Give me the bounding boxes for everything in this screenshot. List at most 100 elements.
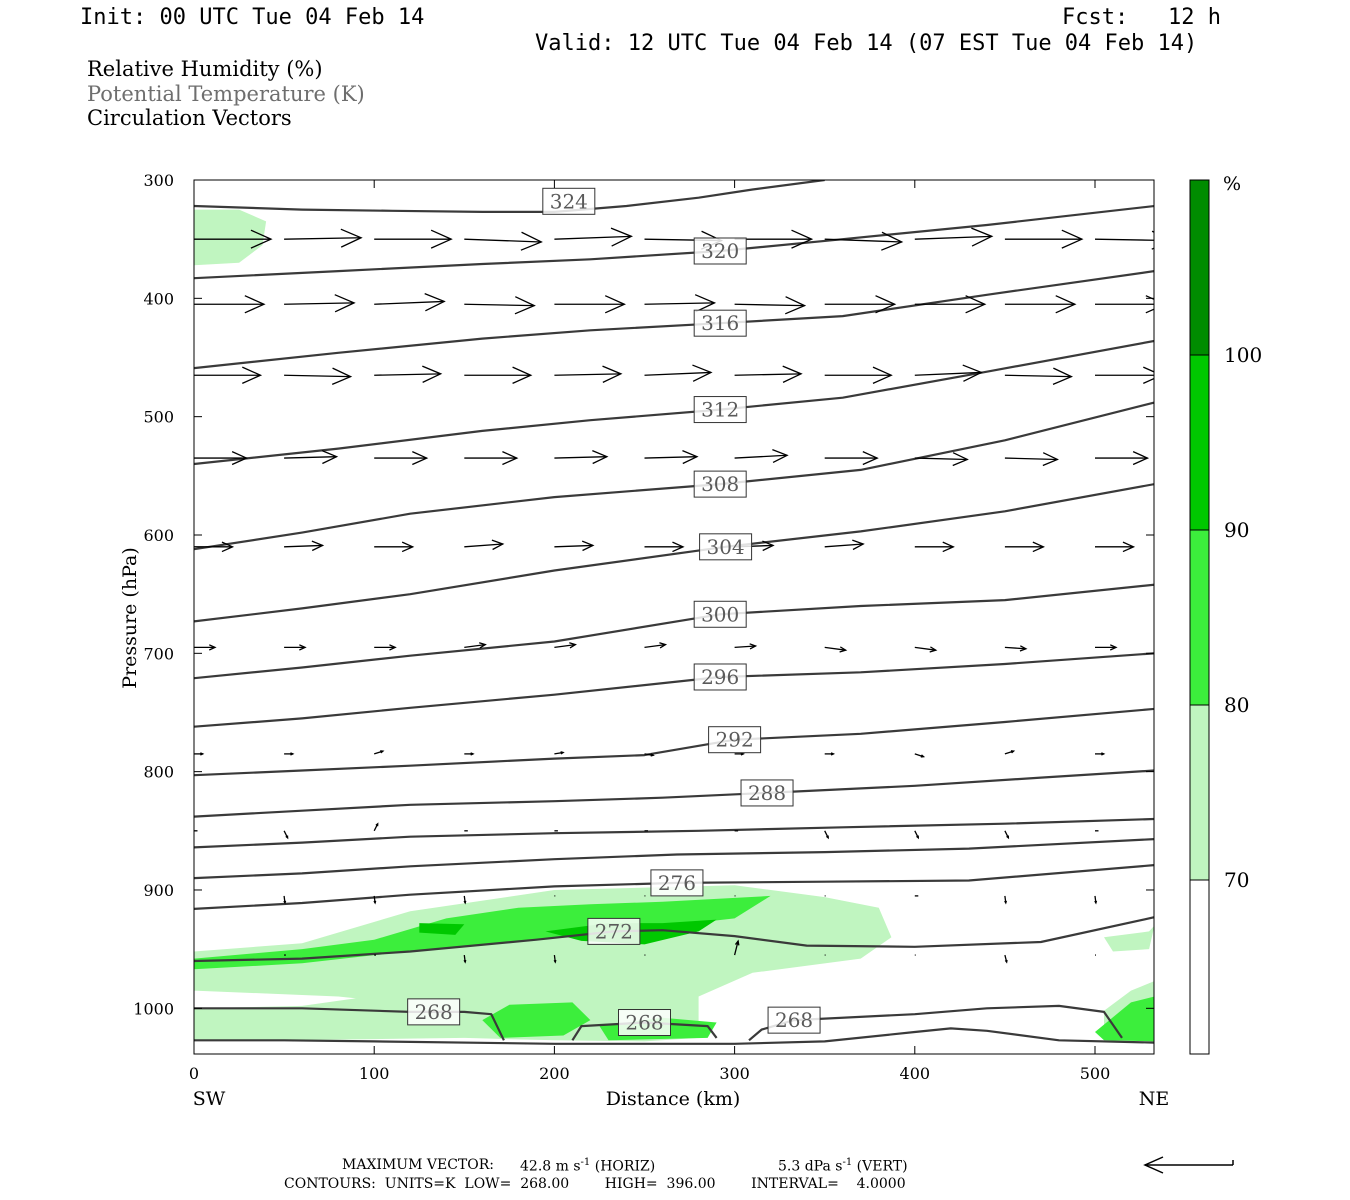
contour-label-308: 308 bbox=[701, 472, 739, 496]
vector-head bbox=[463, 959, 467, 964]
vector-head bbox=[1094, 900, 1098, 905]
contour-label-300: 300 bbox=[701, 602, 739, 626]
vector-p350-x400 bbox=[914, 227, 994, 247]
contour-label-304: 304 bbox=[706, 535, 744, 559]
vector-head bbox=[672, 541, 685, 553]
forecast-label: Fcst: bbox=[1062, 5, 1129, 30]
vector-head bbox=[581, 540, 595, 552]
vector-shaft bbox=[914, 235, 992, 240]
vector-head bbox=[952, 452, 969, 467]
vector-head bbox=[470, 752, 475, 756]
theta-contour-276-11 bbox=[194, 838, 1154, 880]
vector-p535-x100 bbox=[374, 451, 429, 466]
vector-head bbox=[839, 646, 848, 653]
rh-region-80-4 bbox=[194, 895, 771, 970]
vector-p535-x250 bbox=[644, 450, 699, 465]
vector-p785-x0 bbox=[194, 752, 205, 756]
vector-head bbox=[682, 450, 699, 465]
vector-p610-x400 bbox=[914, 541, 955, 553]
vector-p695-x400 bbox=[914, 646, 938, 653]
y-tick-label-600: 600 bbox=[143, 526, 174, 545]
vector-head bbox=[1019, 645, 1028, 652]
circulation-vectors bbox=[194, 227, 1154, 964]
y-axis-title: Pressure (hPa) bbox=[119, 547, 141, 689]
contour-label-312: 312 bbox=[701, 398, 739, 422]
vector-p465-x200 bbox=[554, 365, 623, 383]
vector-head bbox=[412, 451, 429, 466]
vector-head bbox=[602, 365, 623, 383]
contour-label-box bbox=[740, 779, 794, 807]
colorbar-swatch-80 bbox=[1190, 530, 1209, 705]
colorbar-frame bbox=[1189, 179, 1210, 1055]
vector-shaft bbox=[824, 238, 902, 243]
vector-shaft bbox=[554, 643, 576, 649]
vector-head bbox=[520, 231, 543, 251]
contour-label-272: 272 bbox=[595, 919, 633, 943]
vector-p350-x500 bbox=[1094, 230, 1154, 250]
vector-p610-x500 bbox=[1095, 541, 1136, 553]
vector-head bbox=[1061, 229, 1084, 249]
x-tick-label-400: 400 bbox=[900, 1064, 931, 1083]
theta-contour-unlabeled-17 bbox=[194, 1027, 1154, 1045]
vector-head bbox=[592, 450, 609, 465]
vector-p610-x350 bbox=[824, 539, 865, 551]
vector-head bbox=[375, 822, 379, 827]
vector-p905-x450 bbox=[1004, 895, 1008, 905]
vector-p465-x100 bbox=[374, 365, 443, 383]
vector-shaft bbox=[464, 238, 542, 243]
vector-shaft bbox=[734, 454, 788, 459]
vector-p905-x100 bbox=[373, 895, 377, 905]
vector-shaft bbox=[374, 373, 441, 376]
vector-p465-x350 bbox=[824, 366, 893, 384]
vector-head bbox=[290, 752, 295, 756]
vector-p350-x150 bbox=[464, 231, 543, 251]
vector-p905-x150 bbox=[463, 895, 467, 905]
vector-head bbox=[749, 643, 758, 650]
vector-head bbox=[1032, 541, 1045, 553]
rh-region-80-7 bbox=[1095, 996, 1154, 1042]
vector-shaft bbox=[644, 371, 712, 376]
vector-head bbox=[1052, 367, 1073, 385]
vector-p610-x100 bbox=[374, 541, 415, 553]
contour-info: CONTOURS: UNITS=K LOW= 268.00 HIGH= 396.… bbox=[284, 1176, 906, 1192]
vector-p535-x150 bbox=[464, 451, 519, 466]
vector-head bbox=[791, 229, 814, 249]
vector-p905-x50 bbox=[283, 895, 287, 905]
vector-head bbox=[380, 750, 385, 754]
vector-head bbox=[299, 644, 307, 651]
vector-head bbox=[785, 296, 807, 315]
rh-region-70-3 bbox=[1104, 926, 1154, 952]
vector-shaft bbox=[284, 456, 337, 459]
vector-head bbox=[285, 835, 289, 840]
vector-p465-x250 bbox=[644, 364, 713, 382]
colorbar-swatch-100 bbox=[1190, 180, 1209, 355]
x-tick-label-200: 200 bbox=[539, 1064, 570, 1083]
vector-head bbox=[1122, 541, 1136, 553]
vector-head bbox=[920, 754, 926, 758]
contour-label-320: 320 bbox=[701, 239, 739, 263]
vector-shaft bbox=[554, 235, 632, 240]
vector-p535-x50 bbox=[284, 450, 339, 465]
title-circulation-vectors: Circulation Vectors bbox=[87, 106, 292, 130]
vector-head bbox=[221, 541, 235, 553]
vector-head bbox=[881, 231, 904, 251]
vector-p695-x50 bbox=[284, 644, 307, 651]
vector-p785-x250 bbox=[644, 753, 655, 757]
vector-p405-x350 bbox=[824, 295, 897, 314]
vector-head bbox=[401, 541, 415, 553]
vector-shaft bbox=[554, 373, 621, 376]
contour-label-288: 288 bbox=[748, 781, 786, 805]
valid-time: Valid: 12 UTC Tue 04 Feb 14 (07 EST Tue … bbox=[535, 31, 1198, 56]
vector-p850-x400 bbox=[914, 830, 920, 840]
vector-head bbox=[694, 294, 717, 313]
vector-shaft bbox=[374, 300, 445, 305]
y-tick-label-500: 500 bbox=[143, 408, 174, 427]
vector-p405-x0 bbox=[194, 295, 266, 314]
vector-head bbox=[340, 228, 363, 248]
colorbar-label-70: 70 bbox=[1224, 868, 1249, 892]
contour-label-box bbox=[542, 187, 596, 215]
max-vertical-vector: 5.3 dPa s-1 (VERT) bbox=[778, 1157, 908, 1175]
vector-head bbox=[1004, 900, 1008, 905]
vector-p405-x400 bbox=[914, 295, 987, 314]
vector-p695-x300 bbox=[734, 643, 758, 650]
